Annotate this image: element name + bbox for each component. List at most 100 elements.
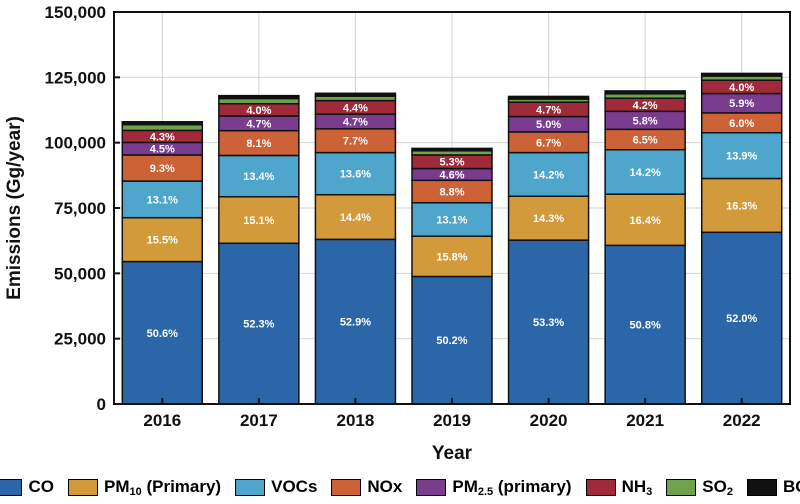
bar-segment-bc-2020 xyxy=(507,95,590,100)
data-label: 15.5% xyxy=(147,235,178,247)
y-tick-label: 100,000 xyxy=(45,134,106,153)
data-label: 4.6% xyxy=(439,169,464,181)
stacked-bar-chart: 50.6% 15.5% 13.1% 9.3% 4.5%4.3% 52.3% 15.1% 13.… xyxy=(4,3,791,464)
data-label: 15.8% xyxy=(436,251,467,263)
data-label: 7.7% xyxy=(343,136,368,148)
x-tick-label: 2019 xyxy=(433,411,471,430)
data-label: 6.5% xyxy=(633,135,658,147)
data-label: 4.7% xyxy=(343,116,368,128)
data-label: 13.9% xyxy=(726,151,757,163)
legend-item: PM2.5 (primary) xyxy=(416,476,572,498)
bar-segment-nox-2017 xyxy=(218,129,300,157)
bar-segment-pm10-primary--2016 xyxy=(121,216,204,263)
data-label: 9.3% xyxy=(150,163,175,175)
legend-label: CO xyxy=(28,477,54,496)
legend-swatch xyxy=(235,478,266,496)
data-label: 52.3% xyxy=(243,319,274,331)
bar-segment-bc-2016 xyxy=(121,121,204,126)
bar-segment-vocs-2022 xyxy=(700,131,783,180)
x-tick-label: 2018 xyxy=(337,411,375,430)
y-tick-label: 125,000 xyxy=(45,68,106,87)
legend-label: BC xyxy=(782,477,800,496)
bar-segment-bc-2022 xyxy=(700,72,783,77)
legend-label: SO2 xyxy=(702,476,733,498)
data-label: 5.0% xyxy=(536,119,561,131)
legend-label: NOx xyxy=(367,477,403,496)
data-label: 5.9% xyxy=(729,98,754,110)
legend-label: VOCs xyxy=(271,477,318,496)
legend-swatch xyxy=(416,478,447,496)
y-tick-label: 50,000 xyxy=(54,264,106,283)
x-tick-label: 2017 xyxy=(240,411,278,430)
bar-segment-co-2018 xyxy=(314,238,397,405)
bar-segment-vocs-2019 xyxy=(411,202,493,237)
bar-segment-vocs-2018 xyxy=(314,151,397,196)
bar-segment-bc-2019 xyxy=(411,147,493,152)
data-label: 53.3% xyxy=(533,317,564,329)
bar-segment-nox-2016 xyxy=(121,154,204,182)
y-tick-label: 75,000 xyxy=(54,199,106,218)
bar-segment-co-2016 xyxy=(121,260,204,405)
data-label: 52.9% xyxy=(340,317,371,329)
chart-legend: CO PM10 (Primary) VOCs NOx PM2.5 (primary) NH… xyxy=(0,474,800,500)
data-label: 4.4% xyxy=(343,102,368,114)
data-label: 13.1% xyxy=(436,214,467,226)
legend-label: NH3 xyxy=(621,476,653,498)
data-label: 16.4% xyxy=(630,215,661,227)
legend-item: PM10 (Primary) xyxy=(67,477,221,498)
legend-item: NOx xyxy=(331,477,402,497)
legend-label: PM2.5 (primary) xyxy=(452,476,572,498)
data-label: 8.8% xyxy=(439,187,464,199)
legend-item: CO xyxy=(0,477,54,497)
legend-item: VOCs xyxy=(235,477,317,497)
data-label: 4.0% xyxy=(729,82,754,94)
data-label: 8.1% xyxy=(246,138,271,150)
legend-swatch xyxy=(0,478,23,496)
bar-segment-vocs-2017 xyxy=(218,154,300,198)
bar-segment-co-2019 xyxy=(411,275,493,405)
legend-item: BC xyxy=(746,477,800,497)
bar-segment-pm10-primary--2020 xyxy=(507,195,590,241)
x-tick-label: 2016 xyxy=(143,411,181,430)
data-label: 6.7% xyxy=(536,137,561,149)
data-label: 4.7% xyxy=(246,118,271,130)
data-label: 14.2% xyxy=(630,167,661,179)
data-label: 14.2% xyxy=(533,169,564,181)
bar-segment-pm10-primary--2021 xyxy=(604,193,686,247)
bar-segment-bc-2018 xyxy=(314,92,397,97)
y-tick-label: 150,000 xyxy=(45,3,106,22)
data-label: 4.5% xyxy=(150,144,175,156)
data-label: 13.1% xyxy=(147,194,178,206)
data-label: 13.4% xyxy=(243,171,274,183)
data-label: 52.0% xyxy=(726,313,757,325)
data-label: 14.4% xyxy=(340,212,371,224)
data-label: 15.1% xyxy=(243,215,274,227)
bar-segment-vocs-2021 xyxy=(604,148,686,195)
x-axis-title: Year xyxy=(432,443,473,464)
data-label: 4.3% xyxy=(150,131,175,143)
bar-segment-so2-2016 xyxy=(121,123,204,132)
data-label: 6.0% xyxy=(729,118,754,130)
legend-item: NH3 xyxy=(585,476,653,498)
bar-segment-co-2021 xyxy=(604,244,686,405)
bar-segment-co-2017 xyxy=(218,242,300,405)
legend-swatch xyxy=(666,478,697,496)
x-tick-label: 2022 xyxy=(723,411,761,430)
data-label: 50.6% xyxy=(147,328,178,340)
data-label: 4.0% xyxy=(246,105,271,117)
y-axis-title: Emissions (Gg/year) xyxy=(4,116,25,300)
y-tick-label: 25,000 xyxy=(54,330,106,349)
bar-segment-pm10-primary--2017 xyxy=(218,196,300,245)
data-label: 50.2% xyxy=(436,335,467,347)
legend-swatch xyxy=(67,478,98,496)
bar-segment-bc-2021 xyxy=(604,90,686,95)
data-label: 4.2% xyxy=(633,100,658,112)
x-tick-label: 2020 xyxy=(530,411,568,430)
legend-swatch xyxy=(331,478,362,496)
data-label: 13.6% xyxy=(340,169,371,181)
bar-segment-pm10-primary--2018 xyxy=(314,193,397,241)
legend-swatch xyxy=(585,478,616,496)
legend-swatch xyxy=(746,478,777,496)
data-label: 5.3% xyxy=(439,157,464,169)
bar-segment-vocs-2020 xyxy=(507,151,590,197)
